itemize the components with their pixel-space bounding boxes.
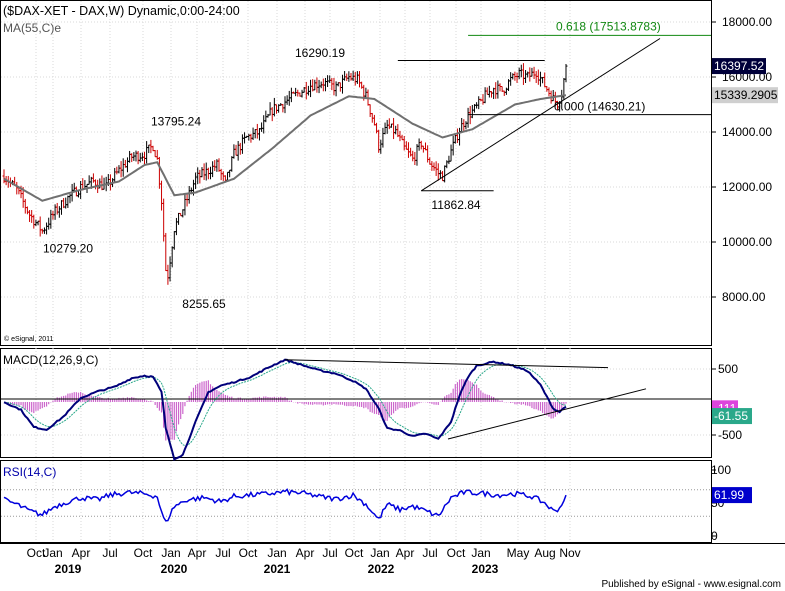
price-tick-label: 12000.00 [722, 180, 772, 194]
trend-lines: 0.618 (17513.8783) 0.000 (14630.21) [397, 19, 711, 192]
month-tick-label: Apr [72, 546, 91, 560]
month-tick-label: Jan [471, 546, 490, 560]
rsi-tick-label: 100 [711, 463, 731, 477]
month-tick-label: Jul [322, 546, 337, 560]
macd-signal-line [3, 362, 567, 447]
rsi-line [3, 488, 567, 522]
month-tick-label: Oct [27, 546, 46, 560]
macd-line [3, 358, 567, 461]
month-tick-label: Oct [447, 546, 466, 560]
ma-legend: MA(55,C)e [3, 21, 61, 35]
year-tick-label: 2019 [55, 562, 82, 576]
rsi-panel [0, 460, 712, 543]
month-tick-label: May [507, 546, 530, 560]
month-tick-label: Jul [102, 546, 117, 560]
macd-panel [0, 348, 712, 458]
price-tick-label: 8000.00 [722, 290, 766, 304]
swing-label: 10279.20 [43, 241, 93, 255]
year-tick-label: 2020 [161, 562, 188, 576]
month-tick-label: Nov [559, 546, 580, 560]
price-tick-label: 18000.00 [722, 15, 772, 29]
month-tick-label: Apr [296, 546, 315, 560]
year-tick-label: 2021 [264, 562, 291, 576]
svg-text:16397.52: 16397.52 [714, 59, 764, 73]
price-tick-label: 10000.00 [722, 235, 772, 249]
macd-resistance-line [284, 359, 609, 369]
price-tick-label: 14000.00 [722, 125, 772, 139]
month-tick-label: Jan [161, 546, 180, 560]
moving-average [3, 94, 567, 202]
month-tick-label: Jul [215, 546, 230, 560]
year-tick-label: 2023 [472, 562, 499, 576]
price-bar [564, 64, 568, 83]
grid-lines [1, 1, 711, 542]
month-tick-label: Apr [188, 546, 207, 560]
month-tick-label: Jan [43, 546, 62, 560]
year-tick-label: 2022 [368, 562, 395, 576]
month-tick-label: Aug [534, 546, 555, 560]
macd-lines [1, 358, 711, 461]
month-tick-label: Oct [345, 546, 364, 560]
price-annotations: 13795.24 16290.19 10279.20 8255.65 11862.84 [43, 46, 481, 311]
rsi-lines [3, 488, 567, 522]
macd-title: MACD(12,26,9,C) [3, 353, 98, 367]
month-tick-label: Jul [422, 546, 437, 560]
fib-618-label: 0.618 (17513.8783) [556, 19, 661, 33]
chart-title: ($DAX-XET - DAX,W) Dynamic,0:00-24:00 [3, 4, 240, 18]
month-tick-label: Oct [134, 546, 153, 560]
svg-text:-61.55: -61.55 [714, 409, 748, 423]
macd-tick-label: 500 [718, 362, 738, 376]
macd-axis: 500 -500 [711, 362, 742, 442]
month-tick-label: Apr [396, 546, 415, 560]
macd-histogram [5, 379, 567, 441]
macd-value-badge: -61.55 [712, 408, 752, 425]
month-tick-label: Oct [239, 546, 258, 560]
current-price-badge: 16397.52 [712, 58, 766, 75]
swing-label: 11862.84 [431, 198, 480, 212]
publisher-credit: Published by eSignal - www.esignal.com [601, 579, 781, 590]
ma-value-badge: 15339.2905 [712, 87, 778, 104]
fib-000-label: 0.000 (14630.21) [554, 100, 645, 114]
copyright-text: © eSignal, 2011 [4, 335, 54, 343]
rsi-title: RSI(14,C) [3, 465, 56, 479]
swing-label: 13795.24 [151, 115, 201, 129]
month-tick-label: Jan [370, 546, 389, 560]
swing-label: 16290.19 [295, 46, 345, 60]
price-panel [0, 0, 712, 346]
svg-text:61.99: 61.99 [714, 488, 744, 502]
month-tick-label: Jan [267, 546, 286, 560]
macd-tick-label: -500 [718, 428, 742, 442]
macd-support-line [447, 388, 647, 440]
rsi-tick-label: 0 [711, 529, 718, 543]
svg-text:15339.2905: 15339.2905 [714, 88, 778, 102]
rsi-value-badge: 61.99 [712, 487, 752, 504]
swing-label: 8255.65 [182, 297, 226, 311]
ma-55-line [3, 94, 567, 202]
price-axis: 18000.0016000.0014000.0012000.0010000.00… [711, 15, 772, 304]
